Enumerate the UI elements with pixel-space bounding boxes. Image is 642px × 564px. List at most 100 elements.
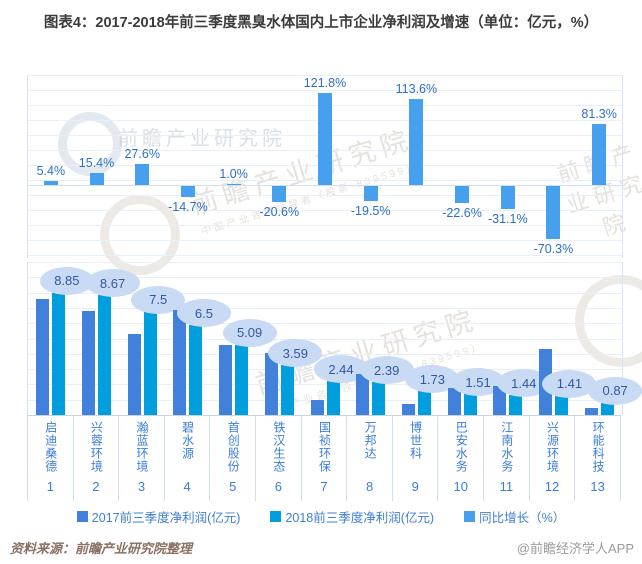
axis-category: 首创股份 5 xyxy=(209,416,255,501)
growth-bar xyxy=(318,93,332,185)
axis-category-number: 5 xyxy=(229,479,237,494)
axis-category-number: 1 xyxy=(46,479,54,494)
axis-category-name: 兴蓉环境 xyxy=(89,421,104,473)
legend-swatch xyxy=(76,511,88,522)
axis-category-name: 启迪桑德 xyxy=(43,421,58,473)
growth-panel: 5.4% 15.4% 27.6% -14.7% 1.0% -20.6% 121.8% -19.… xyxy=(27,75,623,258)
profit-bar-2018 xyxy=(554,395,568,415)
profit-panel: 8.85 8.67 7.5 6.5 5.09 3.59 2.44 2.39 1.73 1.51 1.… xyxy=(27,262,642,415)
zero-line xyxy=(28,185,622,186)
profit-bar-2018 xyxy=(463,394,477,415)
growth-bar xyxy=(546,186,561,240)
profit-bar-2017 xyxy=(82,311,96,415)
gridline xyxy=(28,307,622,309)
legend-label: 2018前三季度净利润(亿元) xyxy=(285,511,435,525)
axis-category: 江南水务 11 xyxy=(483,416,529,501)
profit-bar-2018 xyxy=(600,402,614,415)
growth-value-label: -70.3% xyxy=(533,242,574,257)
growth-value-label: -22.6% xyxy=(442,206,482,221)
legend-swatch xyxy=(270,511,282,522)
gridline xyxy=(28,90,622,91)
value-bubble: 8.67 xyxy=(85,269,140,298)
growth-bar xyxy=(592,123,607,185)
value-bubble: 3.59 xyxy=(268,339,323,368)
axis-category-name: 首创股份 xyxy=(226,421,241,473)
profit-bar-2018 xyxy=(280,365,294,415)
gridline xyxy=(28,338,622,340)
axis-category: 兴蓉环境 2 xyxy=(72,416,119,501)
axis-category-number: 12 xyxy=(544,479,560,494)
axis-category-name: 兴源环境 xyxy=(545,421,560,473)
chart-title: 图表4：2017-2018年前三季度黑臭水体国内上市企业净利润及增速（单位：亿元… xyxy=(43,15,599,31)
gridline xyxy=(28,262,622,263)
axis-category-name: 环能科技 xyxy=(591,421,606,473)
axis-category-number: 3 xyxy=(137,479,146,494)
value-bubble: 0.87 xyxy=(588,376,642,405)
growth-bar xyxy=(226,184,241,185)
profit-bar-2017 xyxy=(36,299,50,415)
value-bubble: 2.39 xyxy=(359,356,414,385)
gridline xyxy=(28,292,622,294)
value-bubble: 5.09 xyxy=(222,318,277,347)
profit-bar-2017 xyxy=(356,374,370,415)
axis-category: 碧水源 4 xyxy=(163,416,210,501)
axis-category: 启迪桑德 1 xyxy=(27,416,73,501)
credit-note: @前瞻经济学人APP xyxy=(516,541,634,556)
gridline xyxy=(28,75,622,76)
growth-bar xyxy=(135,164,150,185)
profit-bar-2018 xyxy=(509,395,523,415)
profit-bar-2018 xyxy=(326,381,340,415)
value-bubble: 6.5 xyxy=(176,299,231,328)
source-note: 资料来源：前瞻产业研究院整理 xyxy=(10,541,193,556)
gridline xyxy=(28,277,622,279)
growth-value-label: -31.1% xyxy=(487,212,528,227)
axis-category: 万邦达 8 xyxy=(346,416,392,501)
axis-category-number: 9 xyxy=(411,479,419,494)
profit-bar-2018 xyxy=(52,292,66,415)
axis-category-number: 2 xyxy=(92,479,100,494)
legend-label: 2017前三季度净利润(亿元) xyxy=(91,511,241,525)
axis-category-number: 4 xyxy=(183,479,191,494)
legend-label: 同比增长（%） xyxy=(479,511,566,525)
growth-bar xyxy=(455,186,470,204)
gridline xyxy=(28,384,622,386)
growth-value-label: 27.6% xyxy=(124,147,160,162)
profit-bar-2017 xyxy=(493,386,507,415)
profit-bar-2017 xyxy=(173,309,187,415)
axis-category-name: 博世科 xyxy=(408,421,423,460)
gridline xyxy=(28,240,622,241)
growth-bar xyxy=(500,186,515,210)
value-bubble: 1.41 xyxy=(542,369,597,398)
axis-category-number: 6 xyxy=(274,479,282,494)
axis-category: 博世科 9 xyxy=(391,416,438,501)
gridline xyxy=(28,225,622,226)
profit-bar-2018 xyxy=(189,325,203,415)
growth-bar xyxy=(409,99,424,185)
gridline xyxy=(28,195,622,196)
growth-value-label: 15.4% xyxy=(78,156,115,171)
growth-value-label: 5.4% xyxy=(36,163,66,178)
axis-category-name: 江南水务 xyxy=(499,421,514,473)
axis-category-number: 7 xyxy=(320,479,328,494)
profit-bar-2017 xyxy=(584,408,598,415)
profit-bar-2018 xyxy=(372,382,386,415)
axis-category-name: 巴安水务 xyxy=(454,421,469,473)
gridline xyxy=(28,399,622,401)
profit-bar-2018 xyxy=(98,295,112,415)
gridline xyxy=(28,353,622,355)
profit-bar-2017 xyxy=(310,399,324,415)
gridline xyxy=(28,210,622,211)
x-axis: 启迪桑德 1 兴蓉环境 2 瀚蓝环境 3 碧水源 4 首创股份 5 铁汉生态 6 国祯环保 7 万邦达 8 博世… xyxy=(27,415,621,501)
legend-item: 2017前三季度净利润(亿元) xyxy=(76,507,241,526)
profit-bar-2018 xyxy=(143,311,157,415)
legend-swatch xyxy=(464,511,476,522)
growth-value-label: 81.3% xyxy=(581,106,617,121)
value-bubble: 8.85 xyxy=(39,266,94,295)
legend-item: 同比增长（%） xyxy=(464,507,565,526)
axis-category-name: 碧水源 xyxy=(180,421,195,460)
axis-category: 瀚蓝环境 3 xyxy=(118,416,164,501)
growth-bar xyxy=(272,186,287,202)
profit-bar-2018 xyxy=(235,344,249,415)
value-bubble: 1.51 xyxy=(451,368,506,397)
